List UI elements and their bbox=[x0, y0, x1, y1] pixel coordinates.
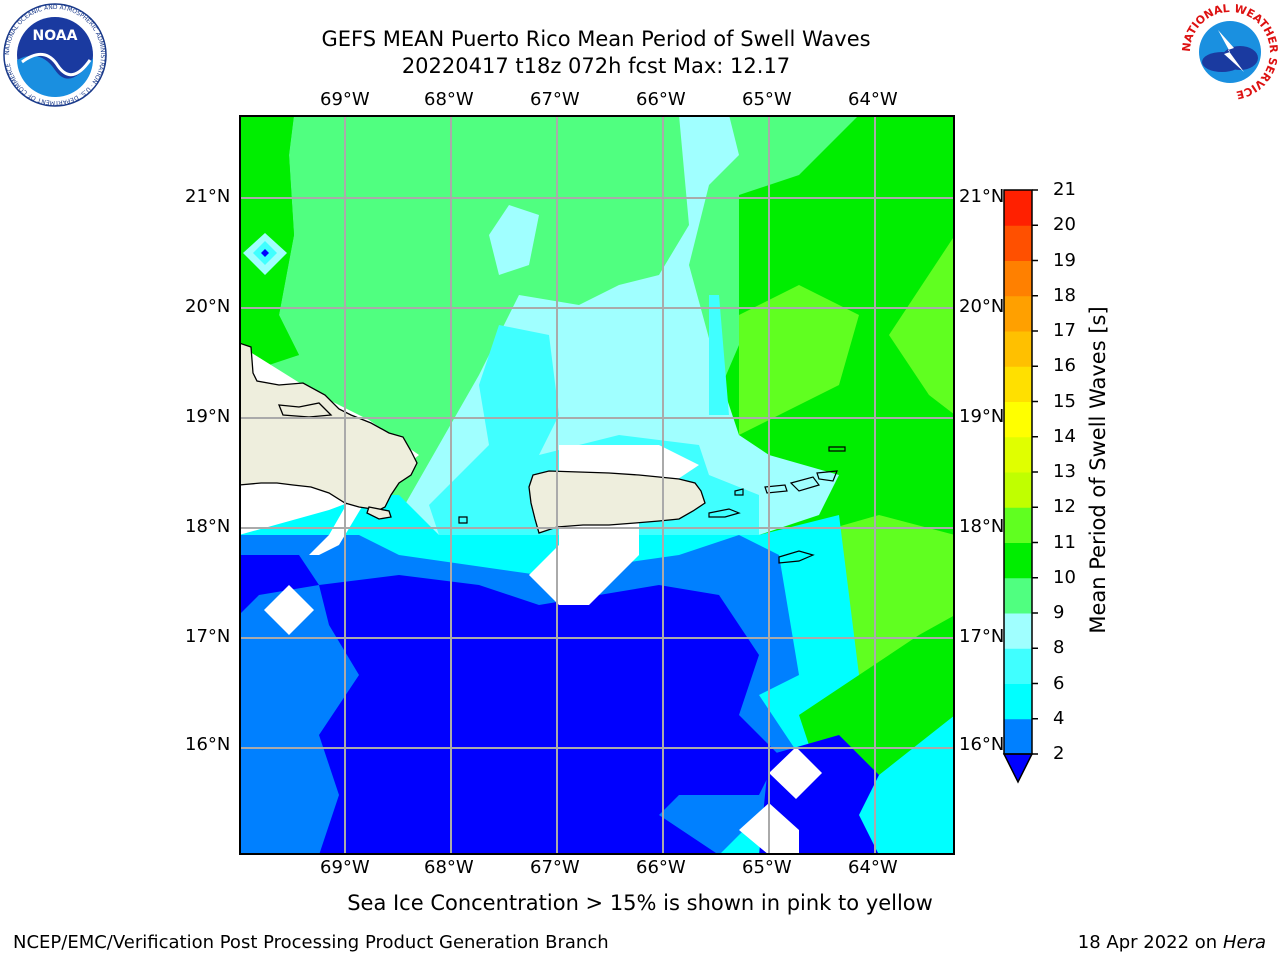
date-text: 18 Apr 2022 on Hera bbox=[1078, 932, 1266, 953]
colorbar-tick-label: 21 bbox=[1053, 179, 1076, 200]
credit-text: NCEP/EMC/Verification Post Processing Pr… bbox=[13, 932, 609, 953]
colorbar-segment bbox=[1004, 683, 1032, 720]
lon-label-top: 67°W bbox=[530, 89, 580, 110]
colorbar-tick-label: 4 bbox=[1053, 707, 1065, 729]
colorbar-tick-label: 12 bbox=[1053, 496, 1076, 518]
date-value: 18 Apr 2022 on bbox=[1077, 932, 1223, 953]
lat-label-right: 20°N bbox=[959, 296, 1005, 317]
colorbar-segment bbox=[1004, 472, 1032, 508]
colorbar-segment bbox=[1004, 401, 1032, 438]
lat-label-right: 21°N bbox=[959, 186, 1005, 207]
chart-subtitle: 20220417 t18z 072h fcst Max: 12.17 bbox=[401, 54, 791, 78]
colorbar-tick-label: 9 bbox=[1053, 602, 1065, 623]
colorbar-tick-label: 6 bbox=[1053, 672, 1065, 694]
colorbar bbox=[1002, 189, 1038, 784]
colorbar-tick-label: 10 bbox=[1053, 566, 1076, 588]
colorbar-tick-label: 13 bbox=[1053, 461, 1076, 482]
colorbar-tick-label: 19 bbox=[1053, 249, 1076, 271]
lon-label-top: 68°W bbox=[424, 89, 474, 110]
lon-label-bottom: 67°W bbox=[530, 857, 580, 878]
lat-label-left: 21°N bbox=[185, 186, 231, 207]
chart-title: GEFS MEAN Puerto Rico Mean Period of Swe… bbox=[321, 27, 871, 51]
colorbar-tick-label: 11 bbox=[1053, 531, 1076, 553]
lat-label-right: 17°N bbox=[959, 626, 1005, 647]
colorbar-tick-label: 8 bbox=[1053, 637, 1065, 659]
colorbar-segment bbox=[1004, 613, 1032, 649]
lat-label-left: 19°N bbox=[185, 406, 231, 427]
colorbar-segment bbox=[1004, 225, 1032, 261]
lon-label-bottom: 68°W bbox=[424, 857, 474, 878]
lat-label-left: 18°N bbox=[185, 516, 231, 537]
lat-label-left: 17°N bbox=[185, 626, 231, 647]
colorbar-tick-label: 15 bbox=[1053, 390, 1076, 412]
colorbar-tick-label: 17 bbox=[1053, 320, 1076, 341]
colorbar-segment bbox=[1004, 366, 1032, 402]
colorbar-segment bbox=[1004, 260, 1032, 297]
lon-label-bottom: 69°W bbox=[320, 857, 370, 878]
colorbar-segment bbox=[1004, 436, 1032, 473]
noaa-logo: NATIONAL OCEANIC AND ATMOSPHERIC ADMINIS… bbox=[3, 3, 107, 107]
nws-logo: NATIONAL WEATHER SERVICE bbox=[1180, 2, 1280, 102]
lat-label-right: 19°N bbox=[959, 406, 1005, 427]
lon-label-top: 69°W bbox=[320, 89, 370, 110]
colorbar-segment bbox=[1004, 295, 1032, 332]
colorbar-segment bbox=[1004, 507, 1032, 543]
colorbar-segment bbox=[1004, 648, 1032, 684]
colorbar-tick-label: 2 bbox=[1053, 743, 1065, 764]
lon-label-bottom: 65°W bbox=[742, 857, 792, 878]
swell-period-map bbox=[239, 115, 955, 855]
colorbar-tick-label: 18 bbox=[1053, 284, 1076, 306]
colorbar-tick-label: 14 bbox=[1053, 425, 1076, 447]
lat-label-left: 16°N bbox=[185, 734, 231, 755]
colorbar-label: Mean Period of Swell Waves [s] bbox=[1086, 306, 1110, 634]
lon-label-bottom: 66°W bbox=[636, 857, 686, 878]
noaa-logo-text: NOAA bbox=[33, 28, 78, 44]
lon-label-top: 64°W bbox=[848, 89, 898, 110]
colorbar-segment bbox=[1004, 718, 1032, 755]
lat-label-right: 16°N bbox=[959, 734, 1005, 755]
colorbar-segment bbox=[1004, 577, 1032, 614]
colorbar-segment bbox=[1004, 542, 1032, 579]
colorbar-segment bbox=[1004, 331, 1032, 367]
lon-label-top: 66°W bbox=[636, 89, 686, 110]
colorbar-tick-label: 16 bbox=[1053, 355, 1076, 377]
lon-label-top: 65°W bbox=[742, 89, 792, 110]
lat-label-right: 18°N bbox=[959, 516, 1005, 537]
lon-label-bottom: 64°W bbox=[848, 857, 898, 878]
colorbar-segment bbox=[1004, 190, 1032, 226]
lat-label-left: 20°N bbox=[185, 296, 231, 317]
colorbar-tick-label: 20 bbox=[1053, 214, 1076, 236]
colorbar-under-arrow bbox=[1002, 753, 1034, 784]
host-name: Hera bbox=[1222, 932, 1266, 953]
sea-ice-note: Sea Ice Concentration > 15% is shown in … bbox=[347, 891, 933, 915]
